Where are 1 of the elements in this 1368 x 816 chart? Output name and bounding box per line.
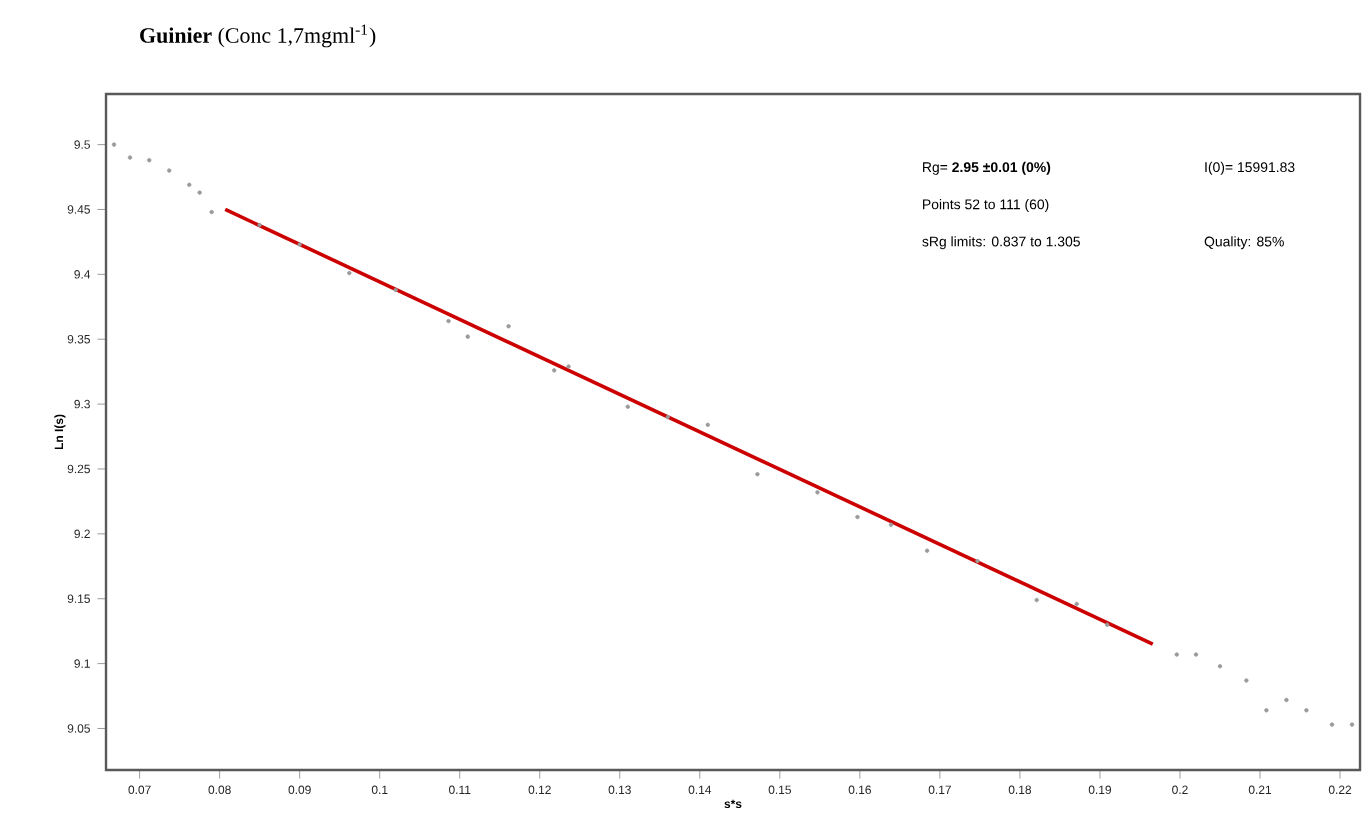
chart-title: Guinier (Conc 1,7mgml$^{-1}$) <box>140 24 376 48</box>
